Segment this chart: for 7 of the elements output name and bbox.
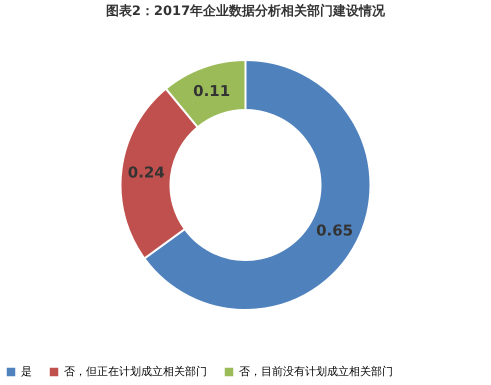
data-label: 0.65 [316,221,354,240]
legend-label: 否，目前没有计划成立相关部门 [239,365,393,378]
data-label: 0.24 [128,163,165,182]
legend-label: 否，但正在计划成立相关部门 [64,365,207,378]
data-label: 0.11 [193,82,230,100]
chart-title: 图表2：2017年企业数据分析相关部门建设情况 [106,3,386,19]
legend-label: 是 [21,365,32,378]
